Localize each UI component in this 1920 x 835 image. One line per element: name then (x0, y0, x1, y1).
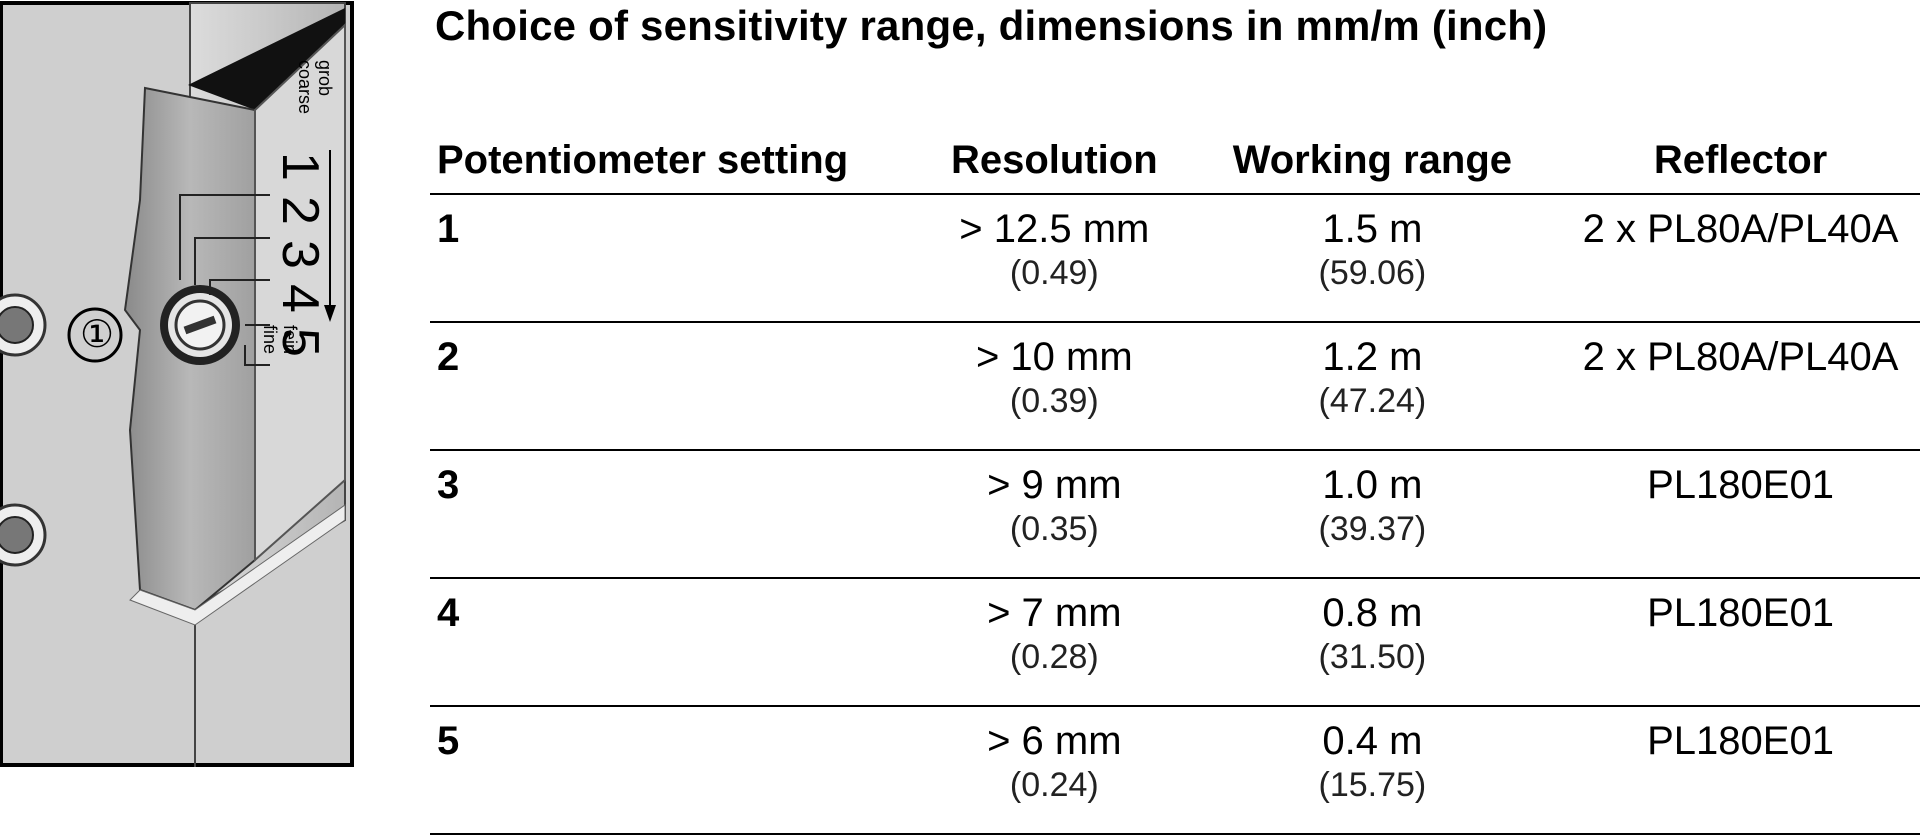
range-inch: (59.06) (1318, 254, 1427, 292)
resolution-mm: > 7 mm (987, 591, 1122, 635)
scale-bottom-labels: fein fine (260, 325, 300, 354)
cell-resolution: > 9 mm (0.35) (925, 450, 1184, 579)
table-row: 1 > 12.5 mm (0.49) 1.5 m (59.06) 2 x PL80A… (430, 194, 1920, 323)
range-inch: (31.50) (1318, 638, 1427, 676)
resolution-mm: > 9 mm (987, 463, 1122, 507)
resolution-inch: (0.39) (1009, 382, 1099, 420)
scale-top-label-1: grob (315, 60, 335, 97)
range-m: 1.0 m (1322, 463, 1423, 507)
table-row: 5 > 6 mm (0.24) 0.4 m (15.75) PL180E01 (430, 706, 1920, 835)
table-row: 2 > 10 mm (0.39) 1.2 m (47.24) 2 x PL80A/P… (430, 322, 1920, 451)
sensor-illustration: ① grob coarse 1 2 3 4 5 fein fine (0, 0, 355, 767)
header-reflector: Reflector (1561, 115, 1920, 195)
cell-setting: 1 (430, 194, 925, 323)
cell-working-range: 1.2 m (47.24) (1183, 322, 1562, 451)
cell-reflector: 2 x PL80A/PL40A (1561, 194, 1920, 323)
cell-working-range: 1.5 m (59.06) (1183, 194, 1562, 323)
sensitivity-table: Potentiometer setting Resolution Working… (430, 115, 1920, 835)
resolution-inch: (0.35) (1009, 510, 1099, 548)
scale-bottom-label-2: fine (260, 325, 280, 355)
resolution-mm: > 10 mm (975, 335, 1133, 379)
range-inch: (39.37) (1318, 510, 1427, 548)
range-m: 0.4 m (1322, 719, 1423, 763)
header-resolution: Resolution (925, 115, 1184, 195)
header-potentiometer-setting: Potentiometer setting (430, 115, 925, 195)
range-inch: (47.24) (1318, 382, 1427, 420)
callout-number: ① (80, 314, 115, 356)
cell-resolution: > 6 mm (0.24) (925, 706, 1184, 835)
resolution-inch: (0.24) (1009, 766, 1099, 804)
page-title: Choice of sensitivity range, dimensions … (435, 2, 1548, 49)
scale-bottom-label-1: fein (280, 325, 300, 355)
cell-working-range: 0.8 m (31.50) (1183, 578, 1562, 707)
range-inch: (15.75) (1318, 766, 1427, 804)
cell-setting: 3 (430, 450, 925, 579)
resolution-inch: (0.49) (1009, 254, 1099, 292)
cell-setting: 4 (430, 578, 925, 707)
cell-setting: 5 (430, 706, 925, 835)
table-row: 4 > 7 mm (0.28) 0.8 m (31.50) PL180E01 (430, 578, 1920, 707)
header-working-range: Working range (1183, 115, 1562, 195)
cell-reflector: 2 x PL80A/PL40A (1561, 322, 1920, 451)
range-m: 1.2 m (1322, 335, 1423, 379)
cell-setting: 2 (430, 322, 925, 451)
range-m: 1.5 m (1322, 207, 1423, 251)
range-m: 0.8 m (1322, 591, 1423, 635)
cell-resolution: > 12.5 mm (0.49) (925, 194, 1184, 323)
resolution-inch: (0.28) (1009, 638, 1099, 676)
table-header-row: Potentiometer setting Resolution Working… (430, 115, 1920, 195)
cell-reflector: PL180E01 (1561, 706, 1920, 835)
table-row: 3 > 9 mm (0.35) 1.0 m (39.37) PL180E01 (430, 450, 1920, 579)
cell-resolution: > 10 mm (0.39) (925, 322, 1184, 451)
cell-working-range: 1.0 m (39.37) (1183, 450, 1562, 579)
scale-labels: grob coarse (155, 60, 335, 400)
resolution-mm: > 12.5 mm (959, 207, 1150, 251)
callout-circle (67, 307, 123, 363)
resolution-mm: > 6 mm (987, 719, 1122, 763)
cell-resolution: > 7 mm (0.28) (925, 578, 1184, 707)
cell-reflector: PL180E01 (1561, 578, 1920, 707)
cell-working-range: 0.4 m (15.75) (1183, 706, 1562, 835)
scale-top-label-2: coarse (295, 60, 315, 115)
cell-reflector: PL180E01 (1561, 450, 1920, 579)
